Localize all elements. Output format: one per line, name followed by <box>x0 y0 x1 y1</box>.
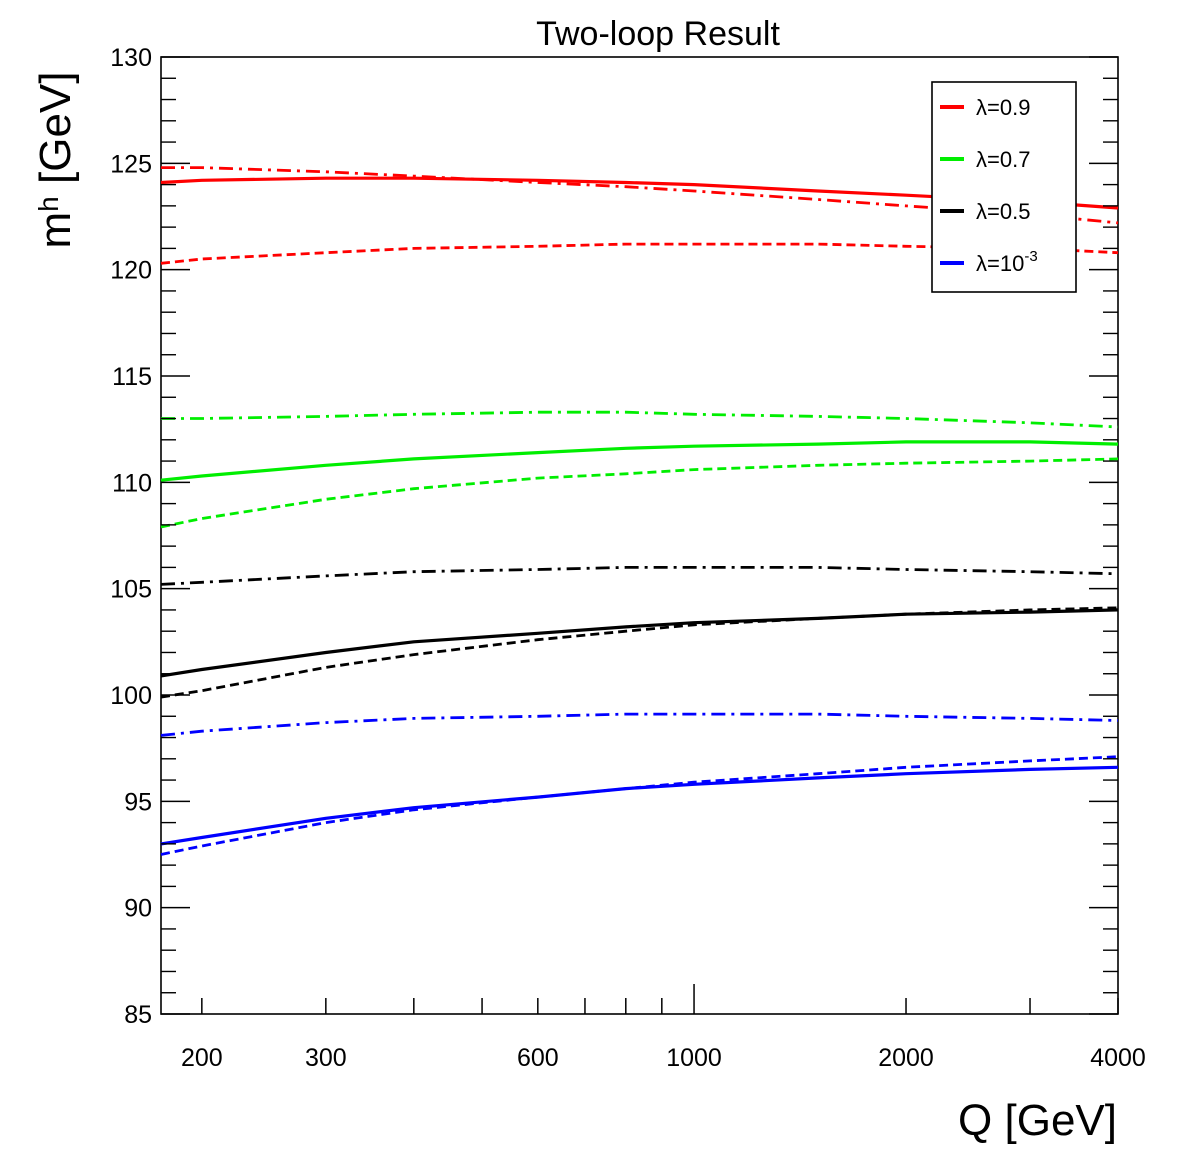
y-tick-label: 100 <box>110 682 152 710</box>
y-axis-title-unit: [GeV] <box>31 72 80 197</box>
legend: λ=0.9 λ=0.7 λ=0.5 λ=10-3 <box>931 81 1077 293</box>
y-tick-label: 115 <box>112 363 152 391</box>
series-line-5 <box>160 440 1119 482</box>
x-tick-label: 2000 <box>878 1044 934 1072</box>
chart-title: Two-loop Result <box>536 15 780 53</box>
legend-label-text: λ=0.9 <box>976 95 1030 120</box>
legend-label-text: λ=0.7 <box>976 147 1030 172</box>
y-tick-label: 95 <box>124 788 152 816</box>
y-axis-title-text: mh [GeV] <box>31 72 80 249</box>
legend-label-text: λ=0.5 <box>976 199 1030 224</box>
series-line-4 <box>161 410 1119 429</box>
plot-area-border <box>160 56 1119 1015</box>
series-line-12 <box>160 755 1119 856</box>
series-line-10 <box>160 712 1119 737</box>
series-line-8 <box>160 608 1119 678</box>
series-line-9 <box>160 606 1119 699</box>
x-tick-label: 1000 <box>666 1044 722 1072</box>
legend-label-superscript: -3 <box>1024 248 1037 265</box>
x-tick-label: 200 <box>181 1044 223 1072</box>
series-line-6 <box>160 457 1119 529</box>
x-axis-title: Q [GeV] <box>958 1096 1117 1145</box>
y-axis-title-main: m <box>31 212 80 249</box>
x-tick-label: 300 <box>305 1044 347 1072</box>
series-line-7 <box>160 566 1119 586</box>
y-tick-label: 105 <box>110 576 152 604</box>
y-tick-label: 130 <box>110 44 152 72</box>
y-tick-label: 90 <box>124 895 152 923</box>
x-tick-label: 4000 <box>1090 1044 1146 1072</box>
y-axis-title-subscript: h <box>33 196 64 212</box>
legend-label-1: λ=0.9 <box>976 95 1030 120</box>
y-tick-label: 125 <box>110 150 152 178</box>
series-line-11 <box>160 765 1119 846</box>
legend-label-3: λ=0.5 <box>976 199 1030 224</box>
legend-label-4: λ=10-3 <box>976 248 1038 276</box>
y-tick-label: 110 <box>112 469 152 497</box>
y-tick-label: 85 <box>124 1001 152 1029</box>
plot-frame <box>160 56 1119 1015</box>
x-tick-label: 600 <box>517 1044 559 1072</box>
axis-ticks: 85 90 95 100 105 110 115 120 125 130 200 300 600 1000… <box>110 44 1146 1072</box>
y-axis-title: mh [GeV] <box>31 72 80 249</box>
legend-label-2: λ=0.7 <box>976 147 1030 172</box>
legend-box <box>931 81 1077 293</box>
legend-label-text: λ=10 <box>976 251 1024 276</box>
y-tick-label: 120 <box>110 257 152 285</box>
